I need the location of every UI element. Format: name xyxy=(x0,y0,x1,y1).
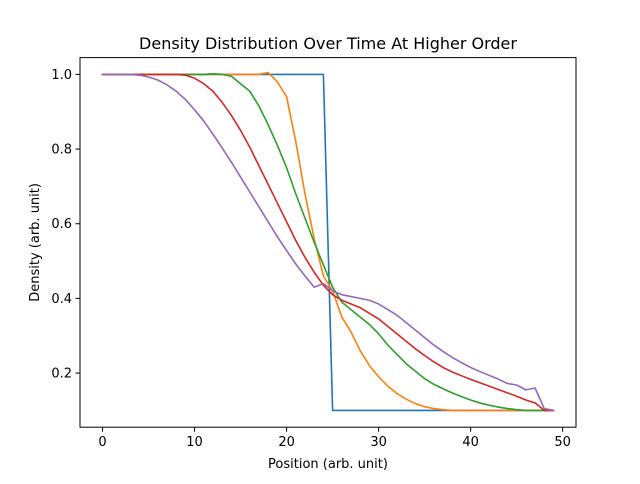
x-axis-ticks: 0 10 20 30 40 50 xyxy=(98,427,571,450)
y-tick-label: 1.0 xyxy=(51,68,72,83)
series-layer xyxy=(101,71,555,412)
x-axis-label: Position (arb. unit) xyxy=(268,457,388,472)
x-tick-label: 10 xyxy=(186,435,203,450)
y-tick-label: 0.4 xyxy=(51,292,72,307)
x-tick-label: 40 xyxy=(462,435,479,450)
y-axis-ticks: 0.2 0.4 0.6 0.8 1.0 xyxy=(51,68,80,382)
series-line-5 xyxy=(101,73,555,412)
series-line-4 xyxy=(101,73,555,412)
chart-title: Density Distribution Over Time At Higher… xyxy=(139,34,517,53)
x-tick-label: 50 xyxy=(554,435,571,450)
x-tick-label: 0 xyxy=(98,435,106,450)
y-tick-label: 0.6 xyxy=(51,217,72,232)
x-tick-label: 20 xyxy=(278,435,295,450)
plot-frame xyxy=(79,57,577,428)
y-axis-label: Density (arb. unit) xyxy=(28,183,43,302)
y-tick-label: 0.8 xyxy=(51,143,72,158)
y-tick-label: 0.2 xyxy=(51,367,72,382)
x-tick-label: 30 xyxy=(370,435,387,450)
